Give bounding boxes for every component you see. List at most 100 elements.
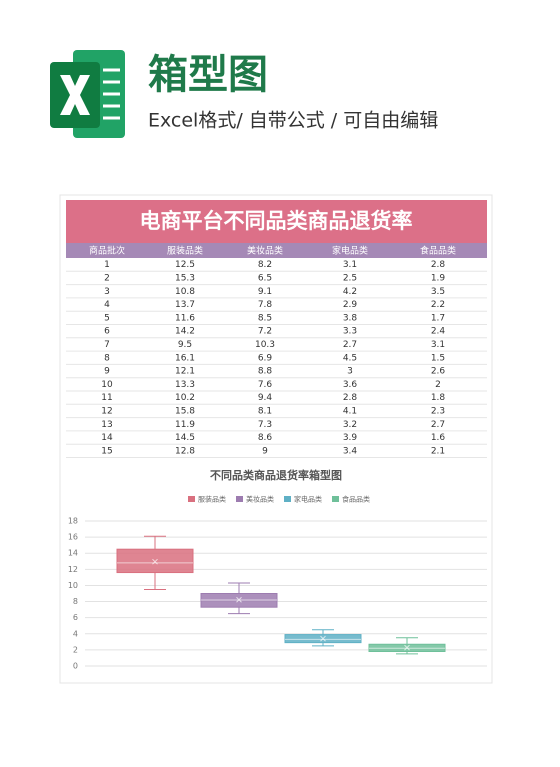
table-cell: 7.3 [258, 420, 272, 430]
table-cell: 2.5 [343, 273, 357, 283]
table-cell: 2.6 [431, 367, 446, 377]
table-cell: 2 [104, 273, 110, 283]
y-tick-label: 2 [73, 645, 78, 654]
y-tick-label: 6 [73, 613, 78, 622]
legend-swatch [332, 496, 339, 502]
table-cell: 1.6 [431, 433, 446, 443]
table-cell: 8.8 [258, 367, 273, 377]
table-cell: 2.8 [343, 393, 358, 403]
mean-marker [152, 558, 158, 565]
table-cell: 3.4 [343, 446, 358, 456]
table-cell: 1.8 [431, 393, 446, 403]
y-tick-label: 16 [68, 533, 78, 542]
legend-swatch [188, 496, 195, 502]
table-cell: 3.6 [343, 380, 358, 390]
table-cell: 16.1 [175, 353, 195, 363]
table-cell: 3.9 [343, 433, 358, 443]
table-cell: 14.2 [175, 327, 195, 337]
table-cell: 15 [101, 446, 112, 456]
table-cell: 4 [104, 300, 110, 310]
page-title: 箱型图 [148, 52, 268, 98]
page-subtitle: Excel格式/ 自带公式 / 可自由编辑 [148, 110, 438, 132]
mean-marker [236, 596, 242, 603]
table-cell: 10 [101, 380, 113, 390]
table-cell: 3.8 [343, 313, 358, 323]
table-cell: 8.5 [258, 313, 272, 323]
table-cell: 2.1 [431, 446, 445, 456]
legend-swatch [284, 496, 291, 502]
table-title: 电商平台不同品类商品退货率 [140, 209, 413, 233]
column-header: 家电品类 [332, 245, 368, 257]
mean-marker [320, 635, 326, 642]
y-tick-label: 8 [73, 597, 78, 606]
table-cell: 6.5 [258, 273, 272, 283]
table-cell: 2.8 [431, 260, 446, 270]
table-cell: 8 [104, 353, 110, 363]
table-cell: 9.4 [258, 393, 273, 403]
table-cell: 3.1 [343, 260, 357, 270]
legend-label: 美妆品类 [246, 495, 274, 504]
table-cell: 1.9 [431, 273, 446, 283]
chart: 不同品类商品退货率箱型图 0 2 4 6 8 10 12 14 16 18 服装品类 美妆品类 家电品类… [68, 468, 487, 671]
table-cell: 2 [435, 380, 441, 390]
table-cell: 6.9 [258, 353, 273, 363]
table-cell: 7 [104, 340, 110, 350]
y-tick-label: 12 [68, 565, 78, 574]
table-cell: 9.1 [258, 287, 272, 297]
icon-x [60, 75, 90, 115]
legend-label: 家电品类 [294, 495, 322, 504]
y-tick-label: 14 [68, 549, 78, 558]
icon-lines [103, 68, 120, 120]
table-cell: 11.9 [175, 420, 195, 430]
table-cell: 2.2 [431, 300, 445, 310]
legend-label: 食品品类 [342, 495, 370, 504]
table-cell: 7.6 [258, 380, 273, 390]
table-cell: 1 [104, 260, 110, 270]
table-cell: 2.3 [431, 406, 445, 416]
table-cell: 12.1 [175, 367, 195, 377]
table-cell: 4.2 [343, 287, 357, 297]
table-cell: 2.9 [343, 300, 358, 310]
table-cell: 14 [101, 433, 113, 443]
table-cell: 11.6 [175, 313, 195, 323]
table-cell: 10.3 [255, 340, 275, 350]
table-cell: 4.5 [343, 353, 357, 363]
table-cell: 12.5 [175, 260, 195, 270]
table-cell: 9 [104, 367, 110, 377]
legend-label: 服装品类 [198, 495, 226, 504]
table-cell: 3.5 [431, 287, 445, 297]
table-cell: 8.6 [258, 433, 273, 443]
table-cell: 14.5 [175, 433, 195, 443]
table-cell: 2.7 [343, 340, 357, 350]
column-header: 商品批次 [89, 245, 125, 257]
table-cell: 2.4 [431, 327, 446, 337]
table-cell: 8.1 [258, 406, 272, 416]
column-header: 食品品类 [420, 245, 456, 257]
table-cell: 9.5 [178, 340, 192, 350]
table-cell: 15.3 [175, 273, 195, 283]
table-cell: 13.3 [175, 380, 195, 390]
table-cell: 9 [262, 446, 268, 456]
table-cell: 11 [101, 393, 112, 403]
y-tick-label: 18 [68, 517, 78, 526]
table-cell: 12 [101, 406, 112, 416]
column-header: 服装品类 [167, 245, 203, 257]
column-header: 美妆品类 [247, 245, 283, 257]
table-cell: 15.8 [175, 406, 195, 416]
table-cell: 10.2 [175, 393, 195, 403]
table-banner [66, 200, 487, 243]
table-cell: 2.7 [431, 420, 445, 430]
legend-swatch [236, 496, 243, 502]
table-cell: 7.2 [258, 327, 272, 337]
card [59, 194, 493, 684]
mean-marker [404, 644, 410, 651]
excel-icon [50, 50, 125, 138]
table-cell: 6 [104, 327, 110, 337]
table-cell: 8.2 [258, 260, 272, 270]
table-cell: 1.7 [431, 313, 445, 323]
table-cell: 10.8 [175, 287, 195, 297]
table-cell: 3 [347, 367, 353, 377]
